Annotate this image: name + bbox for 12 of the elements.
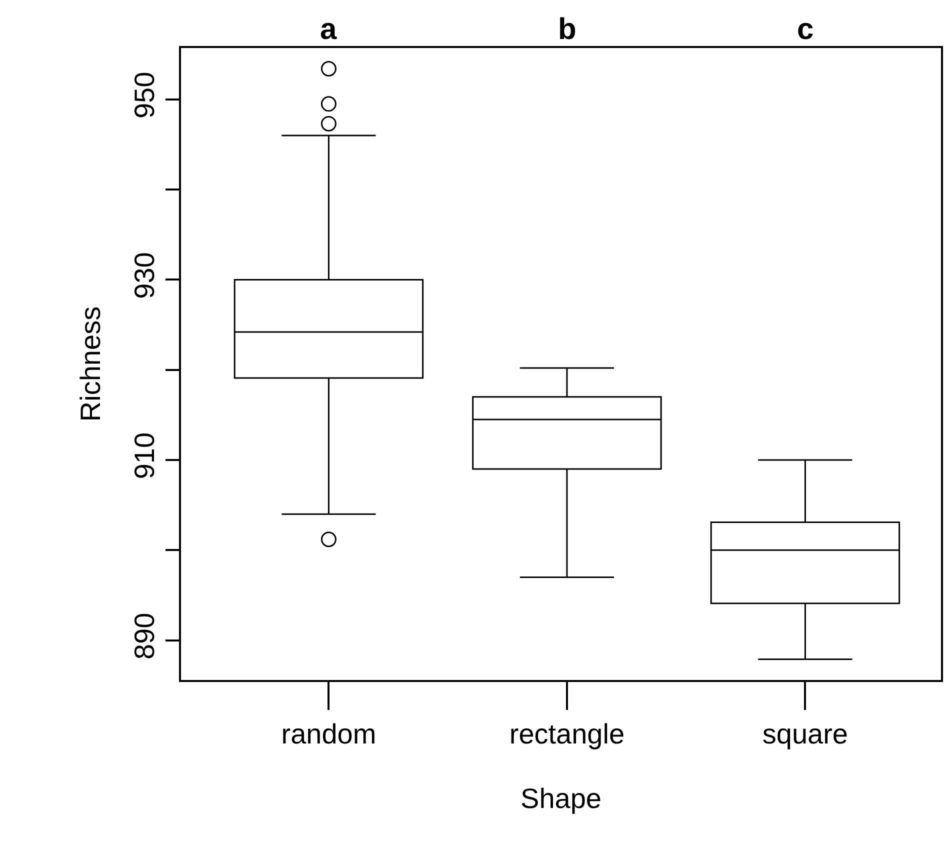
x-tick-label: square bbox=[762, 718, 848, 750]
y-axis-title: Richness bbox=[75, 306, 106, 422]
text: c bbox=[797, 13, 814, 46]
y-tick-label: 950 bbox=[129, 72, 160, 119]
x-tick-label: random bbox=[281, 718, 376, 750]
text: b bbox=[558, 13, 576, 46]
y-tick-label: 910 bbox=[129, 432, 160, 480]
y-tick-label: 890 bbox=[129, 612, 160, 660]
x-tick-label: rectangle bbox=[509, 718, 625, 750]
x-axis-title: Shape bbox=[520, 782, 602, 814]
text: a bbox=[320, 13, 337, 46]
y-tick-label: 930 bbox=[129, 252, 160, 299]
